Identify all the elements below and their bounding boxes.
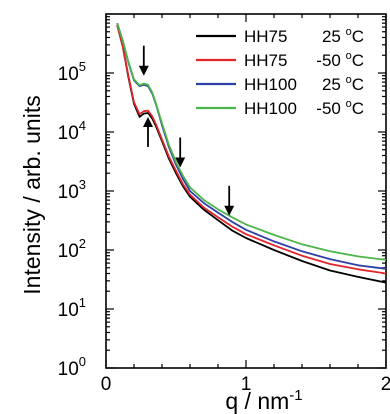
y-tick-base: 10 [58,123,79,144]
y-tick-label: 103 [58,177,86,203]
annotation-arrow-down [224,185,235,216]
y-tick-base: 10 [58,300,79,321]
y-tick-label: 105 [58,59,86,85]
annotation-arrow-down [175,137,186,168]
x-axis-label-text: q / nm [225,388,289,414]
y-tick-label: 100 [58,354,86,380]
series-layer [116,22,386,284]
legend-temp-0: 25 oC [322,26,364,46]
y-tick-label: 101 [58,295,86,321]
series-line-0 [116,24,386,284]
y-tick-base: 10 [58,241,79,262]
series-line-1 [116,24,386,275]
y-tick-label: 104 [58,118,86,144]
annotation-arrows [138,45,235,216]
y-tick-label: 102 [58,236,86,262]
legend-temp-2: 25 oC [322,74,364,94]
y-tick-exp: 3 [79,177,86,192]
x-tick-label: 0 [101,374,112,395]
legend-name-3: HH100 [244,99,297,118]
x-axis-label: q / nm-1 [225,387,302,414]
x-tick-label: 1 [241,374,252,395]
series-line-3 [116,22,386,261]
annotation-arrow-up [143,116,153,147]
y-tick-base: 10 [58,182,79,203]
x-tick-label: 2 [381,374,390,395]
y-tick-exp: 5 [79,59,86,74]
annotation-arrow-down [138,45,149,76]
legend: HH75 25 oC HH75 -50 oC HH100 25 oC HH100 -50 oC [196,26,364,118]
y-tick-exp: 0 [79,354,86,369]
legend-temp-1: -50 oC [316,50,364,70]
legend-name-2: HH100 [244,75,297,94]
y-tick-base: 10 [58,64,79,85]
legend-name-1: HH75 [244,51,287,70]
y-tick-exp: 2 [79,236,86,251]
legend-temp-3: -50 oC [316,98,364,118]
legend-name-0: HH75 [244,27,287,46]
y-tick-base: 10 [58,359,79,380]
y-tick-exp: 4 [79,118,86,133]
y-tick-exp: 1 [79,295,86,310]
x-axis-label-sup: -1 [289,387,302,404]
y-axis-label: Intensity / arb. units [19,95,45,294]
